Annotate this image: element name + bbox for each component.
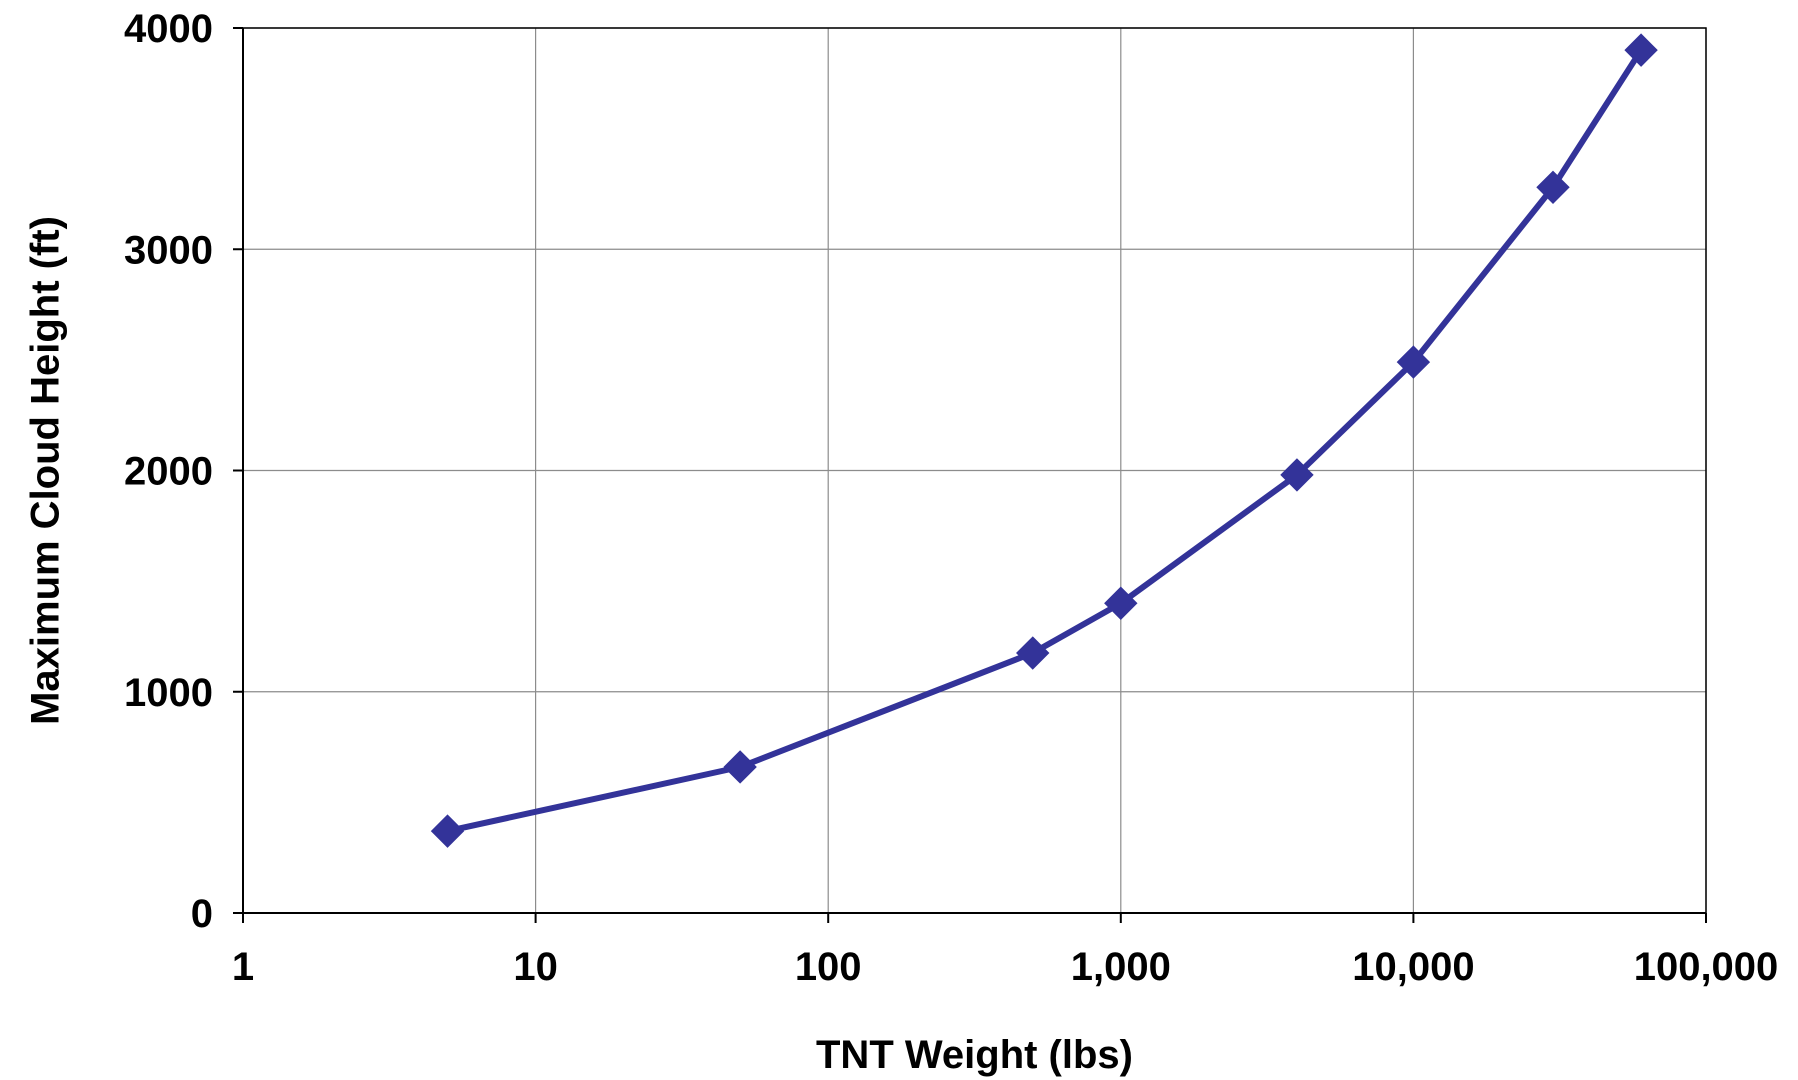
y-tick-label: 2000	[124, 450, 213, 494]
x-tick-label: 1,000	[1071, 945, 1171, 989]
series-layer	[430, 33, 1658, 848]
x-tick-label: 10,000	[1352, 945, 1474, 989]
y-axis: 0 1000 2000 3000 4000	[124, 7, 244, 936]
data-point-marker	[430, 814, 465, 848]
x-tick-label: 100,000	[1634, 945, 1779, 989]
data-point-marker	[1016, 636, 1050, 670]
y-tick-label: 0	[191, 892, 213, 936]
y-tick-label: 1000	[124, 671, 213, 715]
x-tick-label: 1	[232, 945, 254, 989]
y-axis-label: Maximum Cloud Height (ft)	[24, 216, 68, 725]
y-tick-label: 3000	[124, 228, 213, 272]
x-tick-label: 10	[513, 945, 558, 989]
data-point-marker	[1624, 33, 1658, 67]
data-point-marker	[1536, 170, 1570, 205]
x-axis: 1 10 100 1,000 10,000 100,000	[232, 912, 1779, 989]
data-point-marker	[1104, 586, 1138, 620]
x-tick-label: 100	[795, 945, 862, 989]
y-tick-label: 4000	[124, 7, 213, 51]
data-point-marker	[1396, 345, 1431, 379]
x-axis-label: TNT Weight (lbs)	[816, 1033, 1133, 1077]
data-point-marker	[1280, 458, 1314, 492]
data-point-marker	[723, 750, 757, 784]
series-line	[444, 47, 1645, 835]
